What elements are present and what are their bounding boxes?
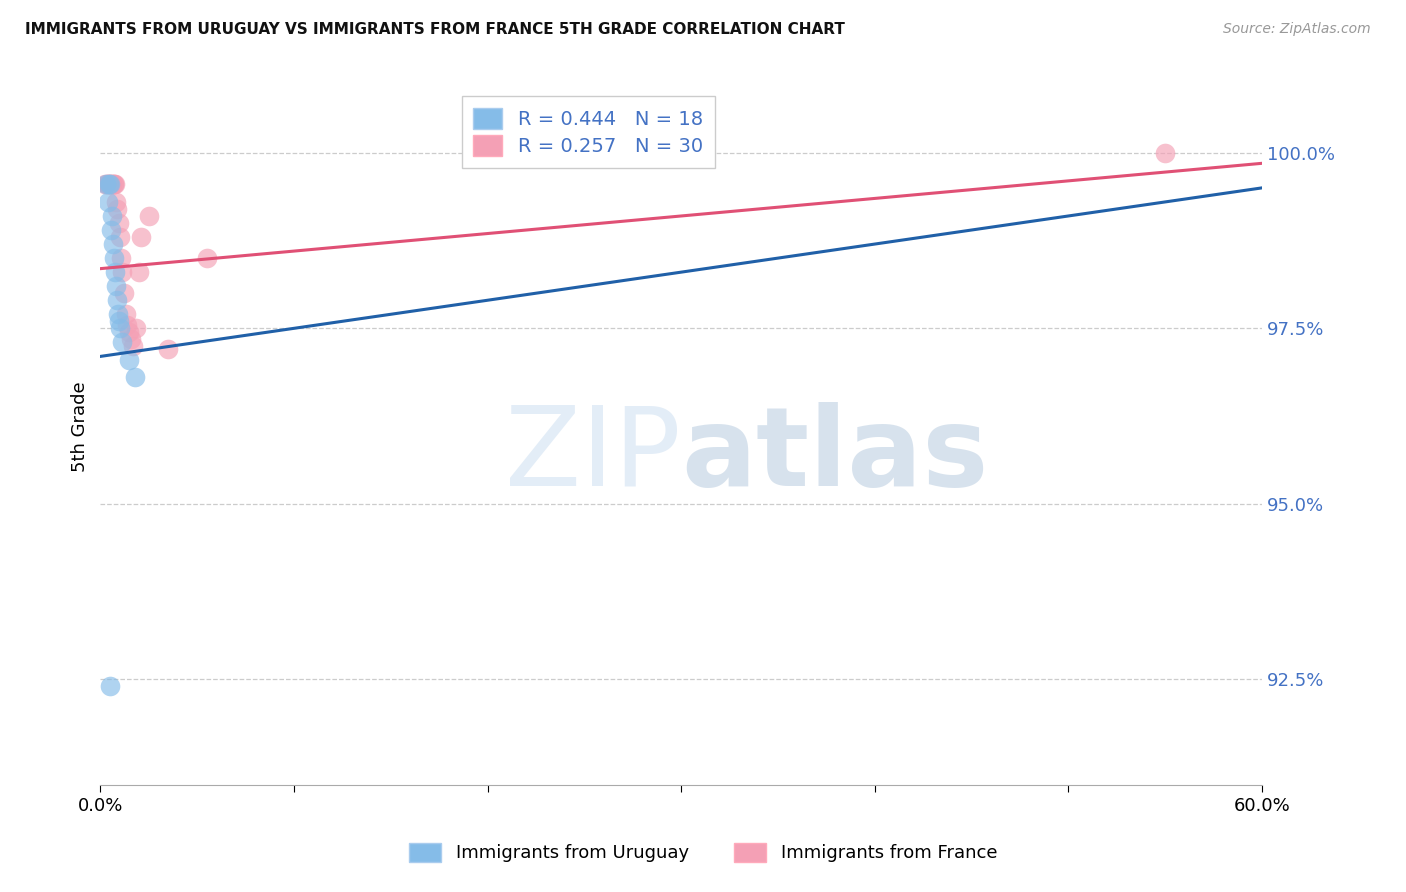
Point bbox=[103, 178, 125, 192]
Point bbox=[120, 332, 142, 346]
Point bbox=[108, 230, 131, 244]
Point bbox=[103, 178, 125, 192]
Point bbox=[101, 178, 124, 192]
Point bbox=[98, 178, 121, 192]
Point bbox=[105, 293, 128, 308]
Point bbox=[96, 178, 118, 192]
Y-axis label: 5th Grade: 5th Grade bbox=[72, 381, 89, 472]
Point bbox=[111, 265, 134, 279]
Point bbox=[96, 178, 118, 192]
Point bbox=[97, 194, 120, 209]
Text: Source: ZipAtlas.com: Source: ZipAtlas.com bbox=[1223, 22, 1371, 37]
Point bbox=[129, 230, 152, 244]
Point bbox=[138, 209, 160, 223]
Point bbox=[94, 178, 117, 192]
Point bbox=[1154, 145, 1177, 160]
Point bbox=[97, 178, 120, 192]
Point bbox=[104, 265, 127, 279]
Legend: R = 0.444   N = 18, R = 0.257   N = 30: R = 0.444 N = 18, R = 0.257 N = 30 bbox=[461, 96, 714, 168]
Point bbox=[104, 279, 127, 293]
Point bbox=[101, 237, 124, 252]
Point bbox=[122, 339, 145, 353]
Point bbox=[111, 335, 134, 350]
Point bbox=[108, 321, 131, 335]
Point bbox=[101, 209, 124, 223]
Point bbox=[98, 178, 121, 192]
Point bbox=[124, 370, 146, 384]
Point bbox=[97, 178, 120, 192]
Point bbox=[100, 178, 122, 192]
Point bbox=[157, 343, 180, 357]
Point bbox=[98, 178, 121, 192]
Point bbox=[105, 194, 128, 209]
Point bbox=[107, 216, 129, 230]
Text: IMMIGRANTS FROM URUGUAY VS IMMIGRANTS FROM FRANCE 5TH GRADE CORRELATION CHART: IMMIGRANTS FROM URUGUAY VS IMMIGRANTS FR… bbox=[25, 22, 845, 37]
Point bbox=[118, 325, 141, 339]
Point bbox=[105, 202, 128, 216]
Point bbox=[125, 321, 148, 335]
Point bbox=[118, 353, 141, 368]
Point bbox=[104, 178, 127, 192]
Point bbox=[112, 286, 135, 301]
Point bbox=[114, 307, 136, 321]
Legend: Immigrants from Uruguay, Immigrants from France: Immigrants from Uruguay, Immigrants from… bbox=[402, 836, 1004, 870]
Point bbox=[107, 314, 129, 328]
Point bbox=[110, 251, 132, 265]
Point bbox=[98, 680, 121, 694]
Point bbox=[195, 251, 218, 265]
Point bbox=[117, 318, 139, 332]
Point bbox=[103, 251, 125, 265]
Text: ZIP: ZIP bbox=[505, 401, 681, 508]
Point bbox=[107, 307, 129, 321]
Point bbox=[100, 223, 122, 237]
Point bbox=[100, 178, 122, 192]
Text: atlas: atlas bbox=[681, 401, 988, 508]
Point bbox=[128, 265, 150, 279]
